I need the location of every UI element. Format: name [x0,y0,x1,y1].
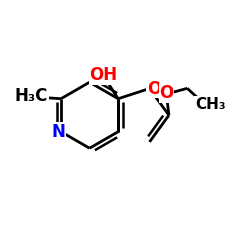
Text: O: O [159,84,174,102]
Text: O: O [147,80,161,98]
Text: H₃C: H₃C [14,87,48,105]
Text: OH: OH [90,66,118,84]
Text: N: N [51,123,65,141]
Text: CH₃: CH₃ [195,97,226,112]
